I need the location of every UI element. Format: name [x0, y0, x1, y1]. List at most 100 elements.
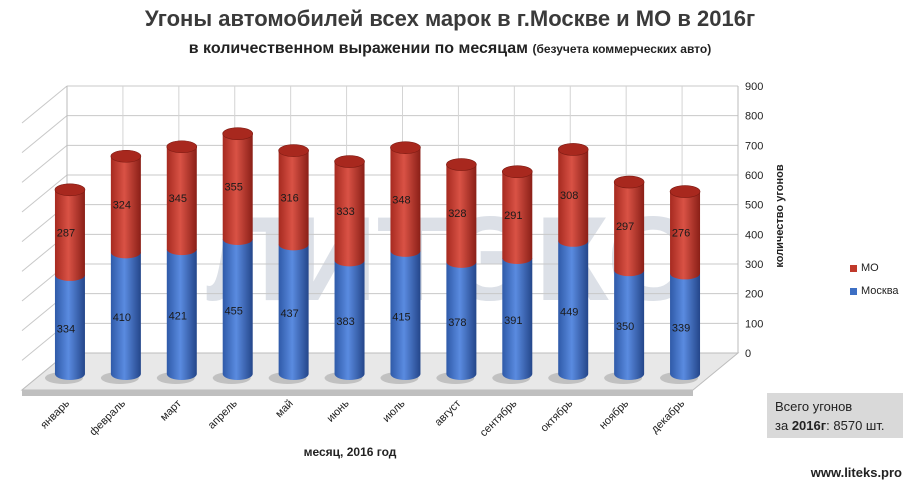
bar-moscow [334, 260, 365, 380]
bar-top-cap [334, 155, 365, 168]
bar-mo [278, 150, 309, 251]
data-label-moscow: 350 [616, 321, 634, 333]
bar-top-cap [557, 143, 589, 156]
bar-moscow [222, 239, 253, 380]
bar-top-cap [166, 140, 198, 154]
y-tick-label: 600 [745, 170, 763, 182]
x-tick-label: апрель [206, 397, 240, 431]
bar-moscow [670, 273, 701, 380]
bar-top-cap [669, 185, 701, 198]
total-line1: Всего угонов [775, 399, 853, 414]
bar-moscow [502, 258, 533, 380]
chart-subtitle-main: в количественном выражении по месяцам [188, 40, 529, 57]
total-year: 2016г [791, 418, 827, 433]
bar-top-cap [390, 141, 421, 154]
bar-mo [166, 146, 197, 256]
data-label-mo: 345 [169, 193, 187, 205]
y-tick-label: 500 [745, 200, 763, 212]
y-tick-label: 800 [745, 111, 763, 123]
data-label-moscow: 455 [225, 306, 243, 318]
data-label-moscow: 391 [504, 315, 522, 327]
bar-moscow [558, 240, 589, 380]
y-tick-label: 200 [745, 289, 763, 301]
bar-top-cap [613, 175, 645, 189]
side-gridline [21, 174, 68, 213]
legend-item-mo: МО [850, 262, 879, 274]
x-tick-label: май [273, 398, 296, 421]
x-tick-label: ноябрь [597, 397, 631, 431]
x-tick-label: август [432, 398, 463, 429]
data-label-moscow: 334 [57, 323, 75, 335]
data-label-moscow: 410 [113, 312, 131, 324]
data-label-mo: 328 [448, 208, 466, 220]
bar-top-cap [222, 127, 254, 140]
bar-top-cap [110, 149, 142, 163]
chart-title: Угоны автомобилей всех марок в г.Москве … [144, 6, 756, 31]
bar-moscow [166, 249, 197, 380]
data-label-moscow: 415 [392, 311, 410, 323]
data-label-moscow: 383 [336, 316, 354, 328]
x-tick-label: март [158, 398, 184, 424]
bar-mo [502, 171, 533, 265]
data-label-mo: 333 [336, 206, 354, 218]
data-label-mo: 308 [560, 190, 578, 202]
y-tick-label: 400 [745, 229, 763, 241]
data-label-moscow: 378 [448, 317, 466, 329]
bar-mo [558, 149, 589, 247]
data-label-mo: 276 [672, 227, 690, 239]
x-tick-label: июнь [325, 397, 352, 424]
bar-top-cap [278, 144, 309, 157]
y-tick-label: 100 [745, 318, 763, 330]
data-label-moscow: 437 [280, 308, 298, 320]
legend-label-moscow: Москва [861, 285, 899, 297]
legend-swatch-mo [850, 264, 857, 272]
bar-mo [222, 133, 253, 246]
y-tick-label: 0 [745, 348, 751, 360]
x-tick-label: декабрь [649, 397, 687, 435]
bar-mo [54, 189, 85, 281]
total-prefix: за [775, 418, 789, 433]
bar-top-cap [54, 183, 86, 197]
bar-mo [614, 182, 645, 277]
bar-moscow [390, 250, 421, 380]
side-gridline [21, 115, 68, 154]
bar-mo [670, 191, 701, 280]
x-tick-label: июль [380, 397, 407, 424]
chart-subtitle: в количественном выражении по месяцам (б… [0, 40, 900, 58]
bar-moscow [54, 274, 85, 380]
bar-mo [390, 147, 421, 257]
data-label-mo: 348 [392, 194, 410, 206]
data-label-mo: 291 [504, 210, 522, 222]
data-label-mo: 324 [113, 199, 131, 211]
legend-swatch-moscow [850, 287, 857, 295]
y-axis-label: количество угонов [774, 164, 786, 267]
side-gridline [21, 85, 68, 124]
x-tick-label: октябрь [538, 397, 575, 434]
data-label-moscow: 449 [560, 306, 578, 318]
chart-subtitle-note: (безучета коммерческих авто) [532, 42, 712, 56]
y-tick-label: 300 [745, 259, 763, 271]
y-tick-label: 900 [745, 81, 763, 93]
legend-label-mo: МО [861, 262, 879, 274]
y-tick-label: 700 [745, 140, 763, 152]
legend-item-moscow: Москва [850, 285, 899, 297]
data-label-mo: 287 [57, 227, 75, 239]
x-tick-label: сентябрь [478, 397, 520, 439]
bar-top-cap [501, 165, 533, 178]
chart-floor-edge [22, 390, 693, 396]
bar-mo [110, 156, 141, 259]
bar-mo [334, 161, 365, 267]
side-gridline [21, 144, 68, 183]
bar-moscow [614, 270, 645, 380]
total-box: Всего угонов за 2016г: 8570 шт. [767, 393, 903, 438]
data-label-mo: 355 [225, 181, 243, 193]
data-label-moscow: 339 [672, 323, 690, 335]
data-label-moscow: 421 [169, 311, 187, 323]
x-tick-label: февраль [87, 397, 128, 438]
data-label-mo: 297 [616, 221, 634, 233]
site-url: www.liteks.pro [810, 465, 902, 480]
total-count: : 8570 шт. [826, 418, 885, 433]
data-label-mo: 316 [280, 192, 298, 204]
bar-moscow [446, 261, 477, 380]
